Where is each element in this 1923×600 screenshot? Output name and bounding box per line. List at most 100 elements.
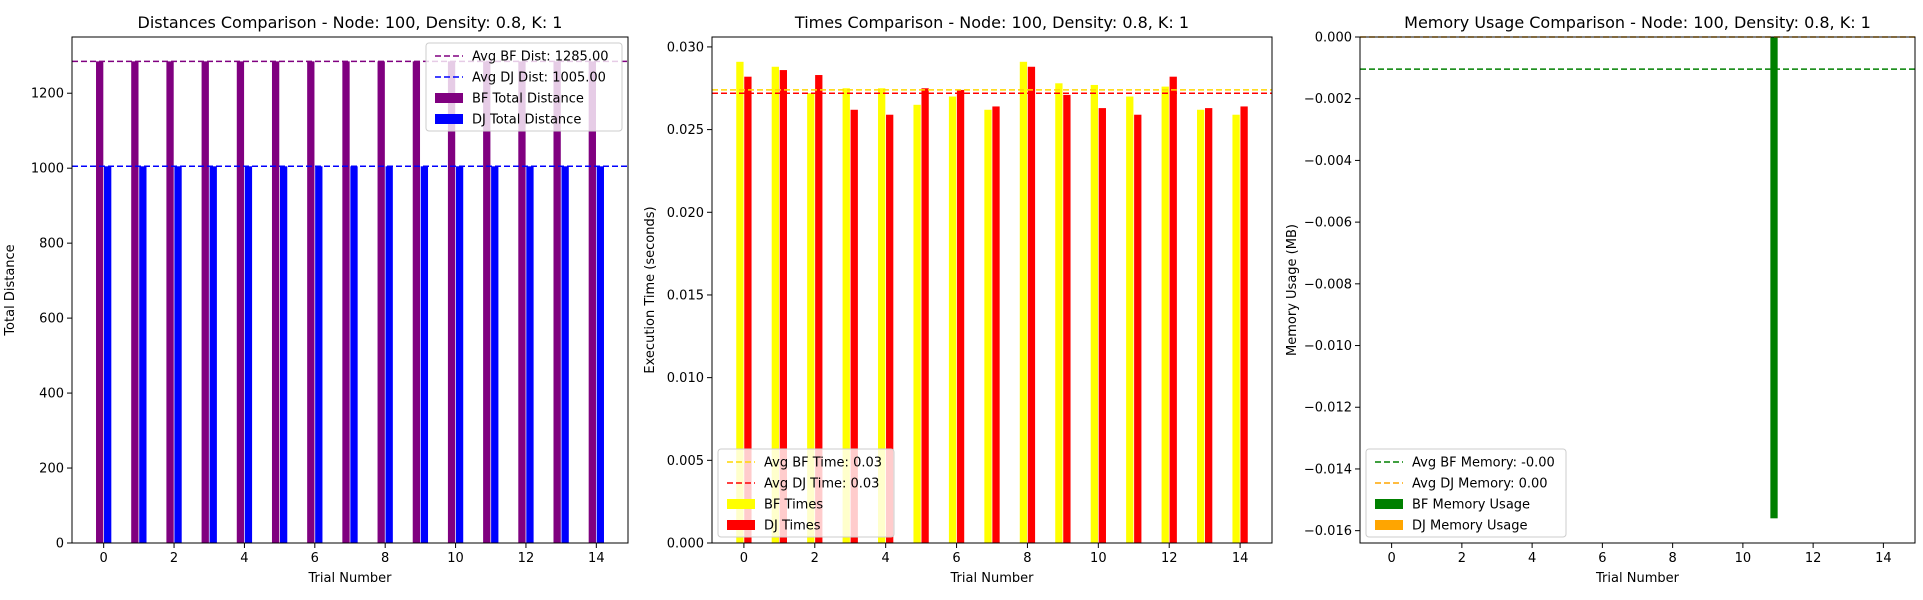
y-tick-label: −0.002 xyxy=(1304,92,1352,107)
bar-bf-trial-12 xyxy=(1161,86,1169,544)
x-tick-label: 12 xyxy=(518,551,535,566)
x-tick-label: 2 xyxy=(811,551,819,566)
y-tick-label: 0.000 xyxy=(667,537,704,552)
x-tick-label: 0 xyxy=(1387,551,1395,566)
bar-bf-trial-6 xyxy=(948,96,957,543)
legend-label: Avg DJ Dist: 1005.00 xyxy=(472,71,606,86)
bar-bf-trial-0 xyxy=(736,61,744,544)
x-tick-label: 8 xyxy=(1668,551,1676,566)
bar-dj-trial-7 xyxy=(350,166,358,543)
x-tick-label: 10 xyxy=(1735,551,1752,566)
bar-dj-trial-13 xyxy=(561,166,569,543)
chart-title: Distances Comparison - Node: 100, Densit… xyxy=(138,13,563,32)
legend-bar-swatch xyxy=(435,93,463,103)
bar-dj-trial-7 xyxy=(992,106,1000,543)
y-axis-label: Execution Time (seconds) xyxy=(643,206,658,373)
bar-dj-trial-0 xyxy=(744,76,752,543)
x-tick-label: 14 xyxy=(588,551,605,566)
y-tick-label: −0.008 xyxy=(1304,277,1352,292)
bar-dj-trial-4 xyxy=(886,114,894,543)
bar-bf-trial-8 xyxy=(377,61,385,544)
y-tick-label: 1000 xyxy=(31,162,64,177)
bar-bf-trial-1 xyxy=(131,61,139,544)
bar-bf-trial-14 xyxy=(588,61,596,544)
bar-bf-trial-5 xyxy=(271,61,280,544)
bar-bf-trial-3 xyxy=(201,61,209,544)
bar-bf-trial-7 xyxy=(984,109,992,543)
bar-dj-trial-5 xyxy=(921,88,929,543)
chart-panel-2: 0 2 4 6 8 10 12 14 0.000 0.005 0.010 0.015 0.020 0.02… xyxy=(643,13,1273,586)
legend-label: DJ Total Distance xyxy=(472,113,581,128)
bar-bf-trial-1 xyxy=(771,66,779,543)
chart-title: Times Comparison - Node: 100, Density: 0… xyxy=(794,13,1189,32)
x-tick-label: 6 xyxy=(311,551,319,566)
x-tick-label: 10 xyxy=(447,551,464,566)
x-tick-label: 12 xyxy=(1161,551,1178,566)
bar-bf-trial-9 xyxy=(412,61,421,544)
bar-dj-trial-12 xyxy=(1169,76,1177,543)
x-tick-label: 4 xyxy=(1528,551,1536,566)
bar-dj-trial-4 xyxy=(244,166,253,543)
y-tick-label: 0.025 xyxy=(667,123,704,138)
bar-dj-trial-1 xyxy=(139,166,147,543)
y-tick-label: −0.012 xyxy=(1304,401,1352,416)
bar-dj-trial-10 xyxy=(455,166,464,543)
bar-bf-trial-10 xyxy=(1090,84,1098,543)
bar-bf-trial-2 xyxy=(166,61,174,544)
y-tick-label: 0.015 xyxy=(667,288,704,303)
bar-dj-trial-9 xyxy=(420,166,429,543)
legend-label: Avg DJ Time: 0.03 xyxy=(764,477,879,492)
legend-label: DJ Memory Usage xyxy=(1412,519,1527,534)
x-axis-label: Trial Number xyxy=(950,571,1035,586)
bar-bf-trial-5 xyxy=(913,104,921,544)
legend-label: Avg BF Memory: -0.00 xyxy=(1412,456,1555,471)
y-tick-label: 0.000 xyxy=(1315,31,1352,46)
y-tick-label: −0.016 xyxy=(1304,524,1352,539)
y-tick-label: 400 xyxy=(39,387,64,402)
legend-bar-swatch xyxy=(435,114,463,124)
bar-dj-trial-2 xyxy=(815,75,823,543)
legend: Avg BF Memory: -0.00 Avg DJ Memory: 0.00 B… xyxy=(1365,448,1567,538)
bar-dj-trial-6 xyxy=(956,89,965,544)
legend-bar-swatch xyxy=(1375,499,1403,509)
y-tick-label: 800 xyxy=(39,237,64,252)
legend-bar-swatch xyxy=(727,499,755,509)
legend-label: BF Times xyxy=(764,498,823,513)
y-tick-label: 1200 xyxy=(31,87,64,102)
legend-bar-swatch xyxy=(727,520,755,530)
y-tick-label: 600 xyxy=(39,312,64,327)
x-tick-label: 6 xyxy=(952,551,960,566)
plot-area-frame xyxy=(1359,36,1916,544)
x-tick-label: 10 xyxy=(1090,551,1107,566)
x-tick-label: 14 xyxy=(1232,551,1249,566)
y-tick-label: 200 xyxy=(39,462,64,477)
bar-dj-trial-8 xyxy=(385,166,393,543)
x-tick-label: 2 xyxy=(170,551,178,566)
legend-label: BF Memory Usage xyxy=(1412,498,1530,513)
x-tick-label: 6 xyxy=(1598,551,1606,566)
bar-dj-trial-13 xyxy=(1205,108,1213,543)
x-tick-label: 0 xyxy=(740,551,748,566)
bar-bf-trial-6 xyxy=(307,61,315,544)
bar-dj-trial-12 xyxy=(526,166,534,543)
x-tick-label: 0 xyxy=(100,551,108,566)
chart-panel-3: 0 2 4 6 8 10 12 14 0.000 −0.002 −0.004 −0.006 −0.008… xyxy=(1285,13,1916,586)
bar-dj-trial-14 xyxy=(596,166,604,543)
y-axis-label: Memory Usage (MB) xyxy=(1285,224,1300,356)
legend-box xyxy=(717,448,895,538)
x-tick-label: 4 xyxy=(240,551,248,566)
legend-box xyxy=(1365,448,1567,538)
x-tick-label: 8 xyxy=(381,551,389,566)
bar-dj-trial-3 xyxy=(209,166,217,543)
plot-area-frame xyxy=(711,36,1273,544)
legend: Avg BF Time: 0.03 Avg DJ Time: 0.03 BF Tim… xyxy=(717,448,895,538)
x-axis-label: Trial Number xyxy=(308,571,393,586)
bar-dj-trial-1 xyxy=(779,70,787,543)
bar-dj-trial-11 xyxy=(1134,114,1142,543)
bar-dj-trial-6 xyxy=(315,166,323,543)
y-tick-label: 0.020 xyxy=(667,206,704,221)
bar-dj-trial-2 xyxy=(174,166,182,543)
y-tick-label: 0.005 xyxy=(667,454,704,469)
bar-bf-trial-11 xyxy=(1770,37,1778,519)
